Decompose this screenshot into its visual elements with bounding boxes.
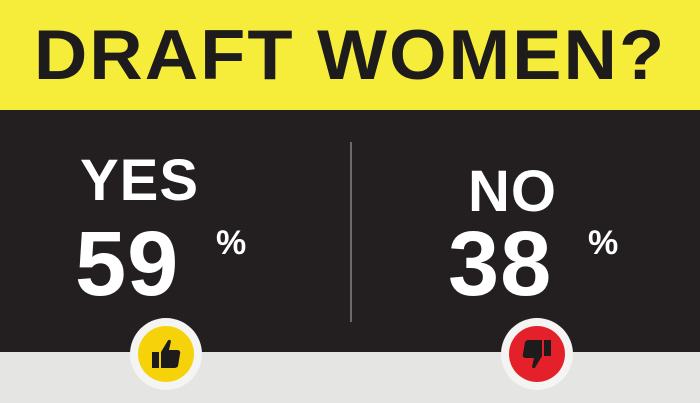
thumbs-down-icon <box>522 340 551 369</box>
thumbs-up-icon <box>152 339 181 368</box>
no-icon-circle <box>509 326 565 382</box>
no-percent: 38 <box>448 213 553 315</box>
yes-percent-symbol: % <box>216 224 247 262</box>
page-title: DRAFT WOMEN? <box>33 15 667 94</box>
results-divider <box>350 142 352 322</box>
yes-icon-badge <box>130 318 202 390</box>
footer-strip <box>0 352 700 403</box>
title-banner: DRAFT WOMEN? <box>0 0 700 110</box>
yes-icon-circle <box>138 326 194 382</box>
yes-percent: 59 <box>75 213 180 315</box>
no-percent-symbol: % <box>588 224 619 262</box>
no-icon-badge <box>501 318 573 390</box>
yes-label: YES <box>80 148 200 213</box>
no-label: NO <box>468 159 557 224</box>
